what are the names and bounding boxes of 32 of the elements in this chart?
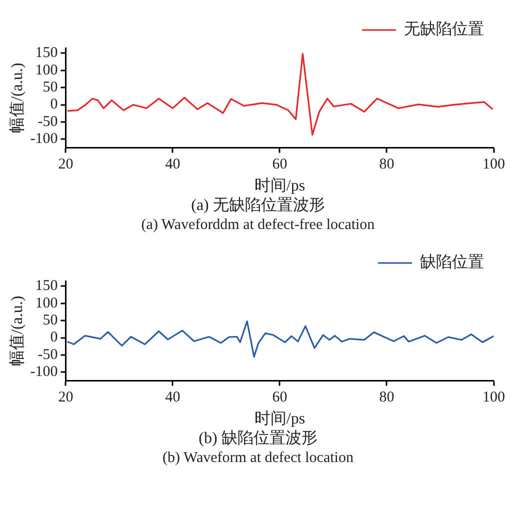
y-axis-title: 幅值/(a.u.) (8, 296, 26, 366)
text: (a) 无缺陷位置波形 (190, 196, 326, 216)
y-tick-label: 50 (42, 312, 58, 329)
y-tick-label: -50 (38, 114, 58, 130)
y-tick-label: 0 (50, 330, 58, 346)
x-tick-label: 80 (379, 156, 394, 173)
x-axis-title: 时间/ps (254, 410, 306, 428)
x-tick-label: 80 (379, 390, 394, 406)
x-tick-label: 40 (165, 156, 180, 173)
y-tick-label: 50 (42, 80, 58, 96)
text: (b) 缺陷位置波形 (198, 429, 318, 449)
legend-label: 无缺陷位置 (404, 20, 484, 38)
y-tick-label: 150 (35, 278, 58, 294)
x-axis-title: 时间/ps (254, 176, 306, 195)
x-tick-label: 100 (482, 390, 505, 406)
y-tick-label: 150 (35, 45, 58, 62)
y-tick-label: -100 (30, 131, 58, 148)
text: (b) Waveform at defect location (162, 449, 354, 468)
x-tick-label: 100 (482, 156, 505, 173)
y-tick-label: 0 (50, 96, 58, 113)
y-tick-label: 100 (35, 62, 58, 78)
x-tick-label: 20 (58, 156, 74, 173)
x-tick-label: 60 (272, 390, 288, 406)
legend-label: 缺陷位置 (420, 253, 484, 272)
x-tick-label: 20 (58, 390, 74, 406)
y-axis-title: 幅值/(a.u.) (8, 62, 26, 133)
y-tick-label: -100 (30, 364, 58, 380)
y-tick-label: -50 (38, 346, 58, 363)
text: (a) Waveforddm at defect-free location (140, 216, 376, 235)
y-tick-label: 100 (35, 295, 58, 312)
x-tick-label: 40 (165, 390, 180, 406)
x-tick-label: 60 (272, 156, 288, 173)
